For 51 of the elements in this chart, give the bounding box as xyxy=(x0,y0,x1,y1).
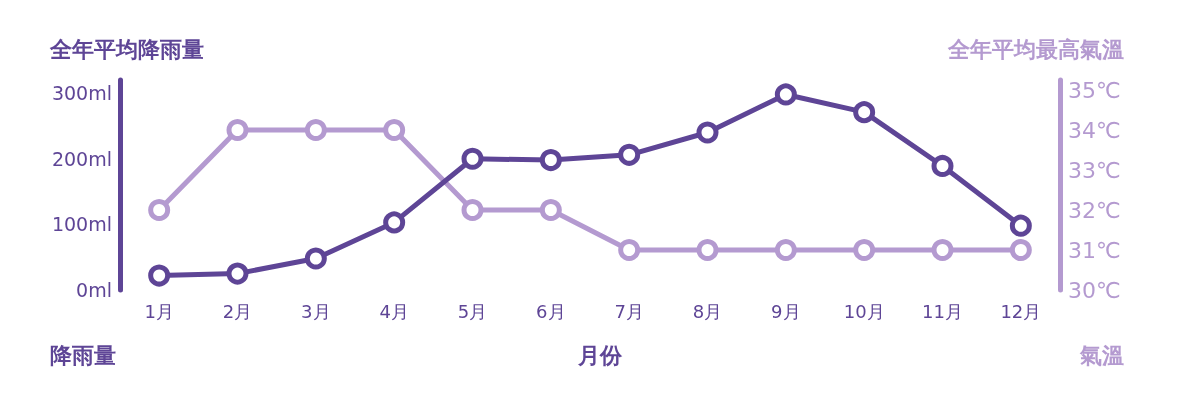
y2-tick-label: 32℃ xyxy=(1068,197,1121,223)
y-tick-label: 100ml xyxy=(51,213,112,236)
point xyxy=(383,119,406,141)
point xyxy=(618,143,641,166)
point xyxy=(931,239,954,261)
x-tick-label: 10月 xyxy=(843,300,885,322)
y-tick-label: 300ml xyxy=(51,82,112,105)
x-tick-label: 11月 xyxy=(922,300,963,322)
y2-tick-label: 33℃ xyxy=(1068,157,1121,183)
point xyxy=(696,239,719,261)
point xyxy=(1009,214,1032,237)
point xyxy=(148,264,171,287)
x-tick-label: 5月 xyxy=(457,300,488,322)
x-tick-label: 3月 xyxy=(301,300,331,322)
y2-tick-label: 35℃ xyxy=(1068,77,1121,103)
text: 氣溫 xyxy=(1079,342,1124,368)
x-tick-label: 12月 xyxy=(1000,300,1042,322)
point xyxy=(774,83,797,106)
point xyxy=(304,247,327,270)
point xyxy=(539,149,562,172)
point xyxy=(931,154,954,177)
y-tick-label: 200ml xyxy=(51,147,112,170)
point xyxy=(618,239,641,261)
y2-tick-label: 31℃ xyxy=(1068,237,1121,263)
point xyxy=(539,199,562,221)
point xyxy=(1009,239,1032,261)
x-tick-label: 1月 xyxy=(144,300,174,322)
text: 降雨量 xyxy=(50,342,116,368)
point xyxy=(461,199,484,221)
point xyxy=(774,239,797,261)
point xyxy=(226,262,249,285)
x-tick-label: 7月 xyxy=(614,300,644,322)
y2-tick-label: 34℃ xyxy=(1068,117,1121,143)
x-tick-label: 9月 xyxy=(771,300,801,322)
y2-axis-title: 全年平均最高氣溫 xyxy=(947,36,1124,62)
point xyxy=(383,211,406,234)
x-tick-label: 4月 xyxy=(379,300,409,322)
x-axis-title: 月份 xyxy=(577,342,623,368)
x-tick-label: 8月 xyxy=(692,300,723,322)
point xyxy=(304,119,327,141)
point xyxy=(461,147,484,170)
y-axis-title: 全年平均降雨量 xyxy=(49,36,204,62)
point xyxy=(226,119,249,141)
y2-tick-label: 30℃ xyxy=(1068,277,1121,303)
point xyxy=(696,121,719,144)
point xyxy=(853,239,876,261)
x-tick-label: 2月 xyxy=(222,300,253,322)
point xyxy=(148,199,171,221)
y-tick-label: 0ml xyxy=(76,279,112,301)
x-tick-label: 6月 xyxy=(536,300,566,322)
point xyxy=(853,101,876,124)
